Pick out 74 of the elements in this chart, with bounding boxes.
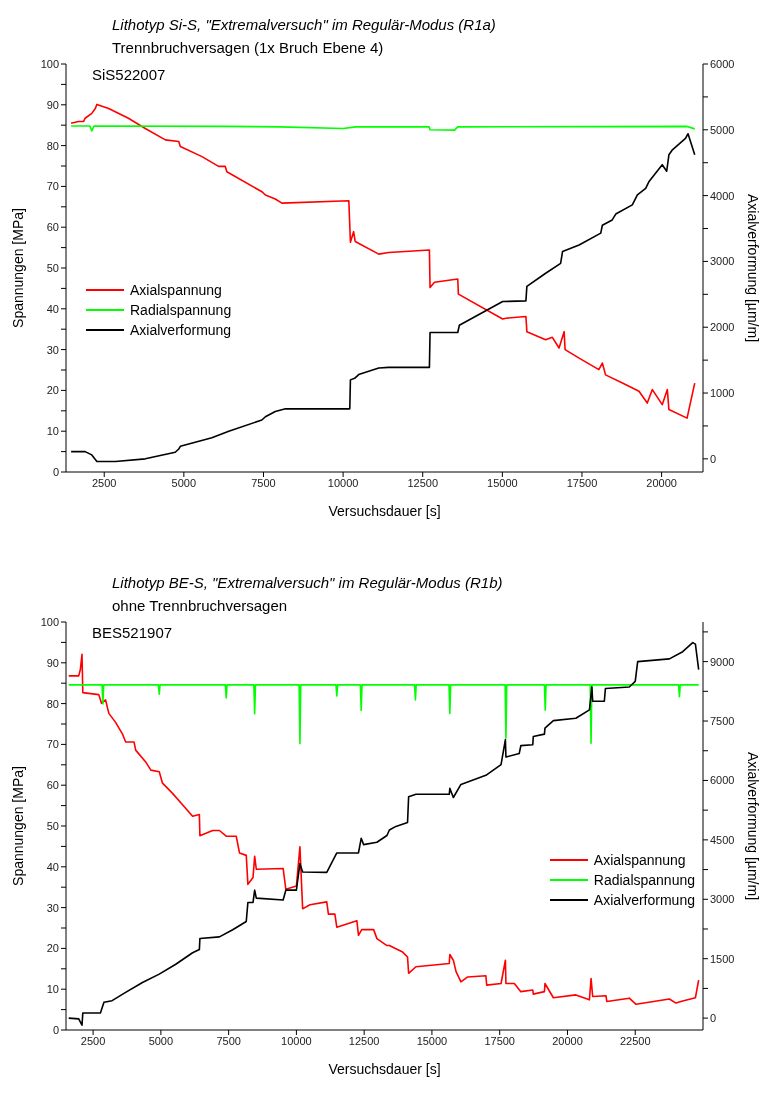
y2-tick-label: 5000 bbox=[710, 123, 735, 136]
y-tick-label: 70 bbox=[46, 180, 59, 193]
legend-label: Axialspannung bbox=[130, 282, 222, 299]
y-tick-label: 100 bbox=[40, 57, 59, 70]
y-tick-label: 60 bbox=[46, 221, 59, 234]
y2-tick-label: 0 bbox=[710, 452, 717, 465]
y-tick-label: 10 bbox=[46, 425, 59, 438]
y-tick-label: 50 bbox=[46, 819, 59, 832]
y2-tick-label: 7500 bbox=[710, 714, 735, 727]
y-tick-label: 20 bbox=[46, 942, 59, 955]
y2-tick-label: 1000 bbox=[710, 386, 735, 399]
chart-title: Lithotyp BE-S, "Extremalversuch" im Regulär-Modus (R1b) bbox=[112, 574, 503, 591]
chart-title: Lithotyp Si-S, "Extremalversuch" im Regulär-Modus (R1a) bbox=[112, 16, 496, 33]
y-tick-label: 90 bbox=[46, 98, 59, 111]
x-tick-label: 7500 bbox=[251, 476, 276, 489]
x-tick-label: 12500 bbox=[407, 476, 439, 489]
y2-axis-title: Axialverformung [µm/m] bbox=[745, 751, 762, 901]
x-tick-label: 10000 bbox=[281, 1034, 312, 1047]
line-series bbox=[70, 103, 696, 419]
y-tick-label: 80 bbox=[46, 139, 59, 152]
x-tick-label: 20000 bbox=[646, 476, 677, 489]
legend-label: Radialspannung bbox=[130, 302, 232, 319]
y2-tick-label: 4000 bbox=[710, 189, 735, 202]
y-tick-label: 40 bbox=[46, 302, 59, 315]
chart-subtitle: Trennbruchversagen (1x Bruch Ebene 4) bbox=[112, 39, 384, 56]
x-tick-label: 15000 bbox=[487, 476, 518, 489]
y-tick-label: 10 bbox=[46, 983, 59, 996]
x-tick-label: 10000 bbox=[327, 476, 359, 489]
x-tick-label: 2500 bbox=[91, 476, 117, 489]
y2-tick-label: 2000 bbox=[710, 321, 735, 334]
y-tick-label: 90 bbox=[46, 656, 59, 669]
line-series bbox=[67, 684, 700, 745]
x-tick-label: 5000 bbox=[148, 1034, 174, 1047]
annotation: BES521907 bbox=[92, 624, 173, 641]
x-tick-label: 12500 bbox=[348, 1034, 380, 1047]
x-tick-label: 22500 bbox=[619, 1034, 651, 1047]
annotation: SiS522007 bbox=[92, 66, 166, 83]
y2-tick-label: 3000 bbox=[710, 255, 735, 268]
y2-axis-title: Axialverformung [µm/m] bbox=[745, 193, 762, 343]
y-tick-label: 30 bbox=[46, 901, 59, 914]
x-tick-label: 17500 bbox=[566, 476, 598, 489]
x-axis-title: Versuchsdauer [s] bbox=[328, 503, 441, 519]
x-tick-label: 20000 bbox=[552, 1034, 583, 1047]
y2-tick-label: 6000 bbox=[710, 774, 735, 787]
y-tick-label: 0 bbox=[52, 465, 59, 478]
y-tick-label: 30 bbox=[46, 343, 59, 356]
y2-tick-label: 4500 bbox=[710, 833, 735, 846]
chart-subtitle: ohne Trennbruchversagen bbox=[112, 597, 288, 614]
y-tick-label: 80 bbox=[46, 697, 59, 710]
x-axis-title: Versuchsdauer [s] bbox=[328, 1061, 441, 1077]
y-tick-label: 0 bbox=[52, 1023, 59, 1036]
x-tick-label: 5000 bbox=[171, 476, 197, 489]
x-tick-label: 15000 bbox=[416, 1034, 448, 1047]
y-tick-label: 100 bbox=[40, 615, 59, 628]
y-tick-label: 60 bbox=[46, 779, 59, 792]
legend-label: Axialspannung bbox=[593, 852, 686, 869]
y-axis-title: Spannungen [MPa] bbox=[9, 766, 26, 886]
y-tick-label: 20 bbox=[46, 384, 59, 397]
y2-tick-label: 1500 bbox=[710, 952, 735, 965]
y-tick-label: 40 bbox=[46, 860, 59, 873]
legend-label: Radialspannung bbox=[593, 872, 695, 889]
x-tick-label: 17500 bbox=[484, 1034, 515, 1047]
x-tick-label: 2500 bbox=[80, 1034, 106, 1047]
x-tick-label: 7500 bbox=[216, 1034, 241, 1047]
y2-tick-label: 9000 bbox=[710, 655, 735, 668]
y2-tick-label: 6000 bbox=[710, 57, 735, 70]
line-series bbox=[70, 132, 696, 463]
y2-tick-label: 3000 bbox=[710, 893, 735, 906]
legend-label: Axialverformung bbox=[593, 892, 695, 909]
legend-label: Axialverformung bbox=[130, 322, 232, 339]
y-axis-title: Spannungen [MPa] bbox=[9, 208, 26, 328]
y2-tick-label: 0 bbox=[710, 1012, 717, 1025]
y-tick-label: 50 bbox=[46, 261, 59, 274]
y-tick-label: 70 bbox=[46, 738, 59, 751]
